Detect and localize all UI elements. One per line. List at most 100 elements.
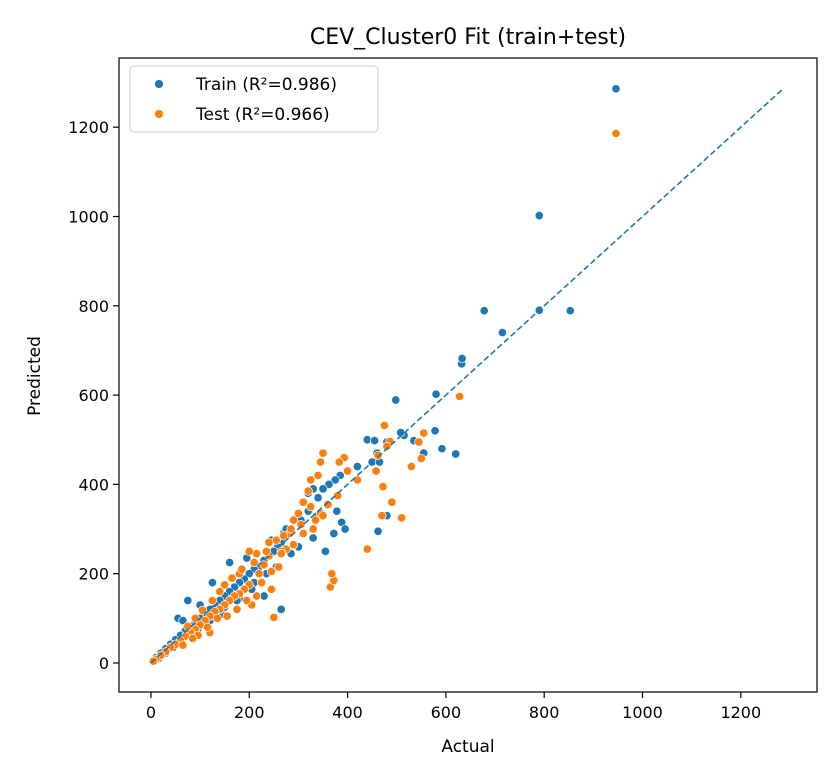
test-point bbox=[455, 391, 465, 401]
test-point bbox=[373, 450, 383, 460]
legend-marker bbox=[154, 79, 164, 89]
test-point bbox=[323, 499, 333, 510]
test-point bbox=[379, 420, 389, 431]
test-point bbox=[288, 515, 299, 525]
test-point bbox=[188, 633, 198, 643]
y-axis-label: Predicted bbox=[25, 336, 45, 416]
test-point bbox=[286, 524, 296, 534]
test-point bbox=[222, 611, 232, 621]
test-point bbox=[269, 612, 279, 622]
train-point bbox=[479, 306, 489, 316]
test-point bbox=[306, 475, 316, 485]
test-point bbox=[419, 428, 429, 438]
x-tick-label: 600 bbox=[431, 703, 462, 722]
y-tick-label: 0 bbox=[99, 654, 109, 673]
x-tick-label: 1000 bbox=[622, 703, 663, 722]
test-point bbox=[308, 524, 318, 534]
test-point bbox=[333, 490, 343, 501]
train-point bbox=[313, 493, 323, 503]
train-point bbox=[330, 475, 340, 485]
train-point bbox=[497, 328, 507, 338]
test-point bbox=[249, 557, 259, 568]
train-point bbox=[340, 524, 350, 534]
train-point bbox=[207, 578, 217, 588]
test-point bbox=[371, 466, 381, 476]
train-point bbox=[308, 533, 318, 543]
test-point bbox=[252, 591, 262, 601]
test-point bbox=[261, 546, 272, 556]
y-tick-label: 200 bbox=[78, 565, 109, 584]
test-point bbox=[190, 613, 200, 623]
test-point bbox=[313, 470, 323, 481]
test-point bbox=[242, 595, 252, 606]
test-point bbox=[288, 540, 299, 550]
legend-box bbox=[129, 65, 379, 133]
train-point bbox=[431, 389, 441, 399]
x-tick-label: 200 bbox=[234, 703, 265, 722]
test-point bbox=[266, 566, 276, 577]
x-tick-label: 0 bbox=[146, 703, 156, 722]
test-point bbox=[244, 546, 254, 556]
legend: Train (R²=0.986) Test (R²=0.966) bbox=[129, 65, 379, 133]
test-point bbox=[315, 457, 326, 467]
y-tick-label: 800 bbox=[78, 297, 109, 316]
reference-line bbox=[150, 88, 784, 664]
test-point bbox=[264, 537, 274, 547]
test-point bbox=[298, 528, 308, 539]
test-point bbox=[397, 513, 407, 523]
test-point bbox=[276, 549, 286, 559]
train-point bbox=[370, 436, 380, 446]
test-point bbox=[377, 511, 387, 521]
test-point bbox=[611, 128, 621, 139]
test-point bbox=[256, 578, 267, 588]
train-point bbox=[451, 449, 461, 459]
train-point bbox=[391, 395, 401, 405]
test-point bbox=[220, 580, 230, 590]
train-point bbox=[373, 526, 383, 536]
test-point bbox=[306, 502, 316, 512]
test-point bbox=[254, 569, 264, 579]
test-point bbox=[279, 531, 289, 541]
test-point bbox=[237, 564, 247, 574]
test-point bbox=[334, 457, 344, 467]
test-point bbox=[416, 453, 426, 464]
train-point bbox=[183, 595, 193, 606]
train-point bbox=[332, 506, 342, 516]
train-point bbox=[329, 528, 339, 539]
train-point bbox=[276, 604, 286, 614]
test-point bbox=[318, 511, 328, 521]
test-point bbox=[382, 441, 392, 451]
test-point bbox=[227, 573, 237, 583]
test-point bbox=[343, 466, 353, 476]
test-point bbox=[259, 560, 269, 570]
test-point bbox=[293, 508, 303, 518]
train-point bbox=[352, 461, 362, 472]
train-point bbox=[534, 211, 544, 221]
test-point bbox=[362, 544, 372, 554]
test-point bbox=[327, 569, 337, 579]
test-point bbox=[232, 604, 242, 614]
test-point bbox=[207, 595, 217, 606]
train-point bbox=[318, 484, 328, 494]
y-tick-label: 1000 bbox=[68, 208, 109, 227]
legend-marker bbox=[154, 109, 164, 119]
x-tick-label: 400 bbox=[332, 703, 363, 722]
test-point bbox=[274, 562, 284, 572]
y-tick-label: 1200 bbox=[68, 118, 109, 137]
train-point bbox=[457, 353, 467, 364]
train-point bbox=[320, 546, 331, 556]
x-tick-label: 800 bbox=[529, 703, 560, 722]
test-point bbox=[178, 640, 188, 650]
test-point bbox=[198, 605, 208, 615]
plot-area: 0 200 400 600 800 1000 1200 0 200 400 600 800 1000 12… bbox=[68, 57, 818, 722]
train-point bbox=[430, 426, 440, 436]
test-point bbox=[318, 448, 328, 458]
train-point bbox=[178, 616, 188, 626]
test-point bbox=[266, 584, 276, 594]
chart-title: CEV_Cluster0 Fit (train+test) bbox=[310, 25, 626, 50]
test-point bbox=[414, 437, 424, 447]
test-point bbox=[311, 515, 321, 525]
train-point bbox=[565, 306, 575, 316]
